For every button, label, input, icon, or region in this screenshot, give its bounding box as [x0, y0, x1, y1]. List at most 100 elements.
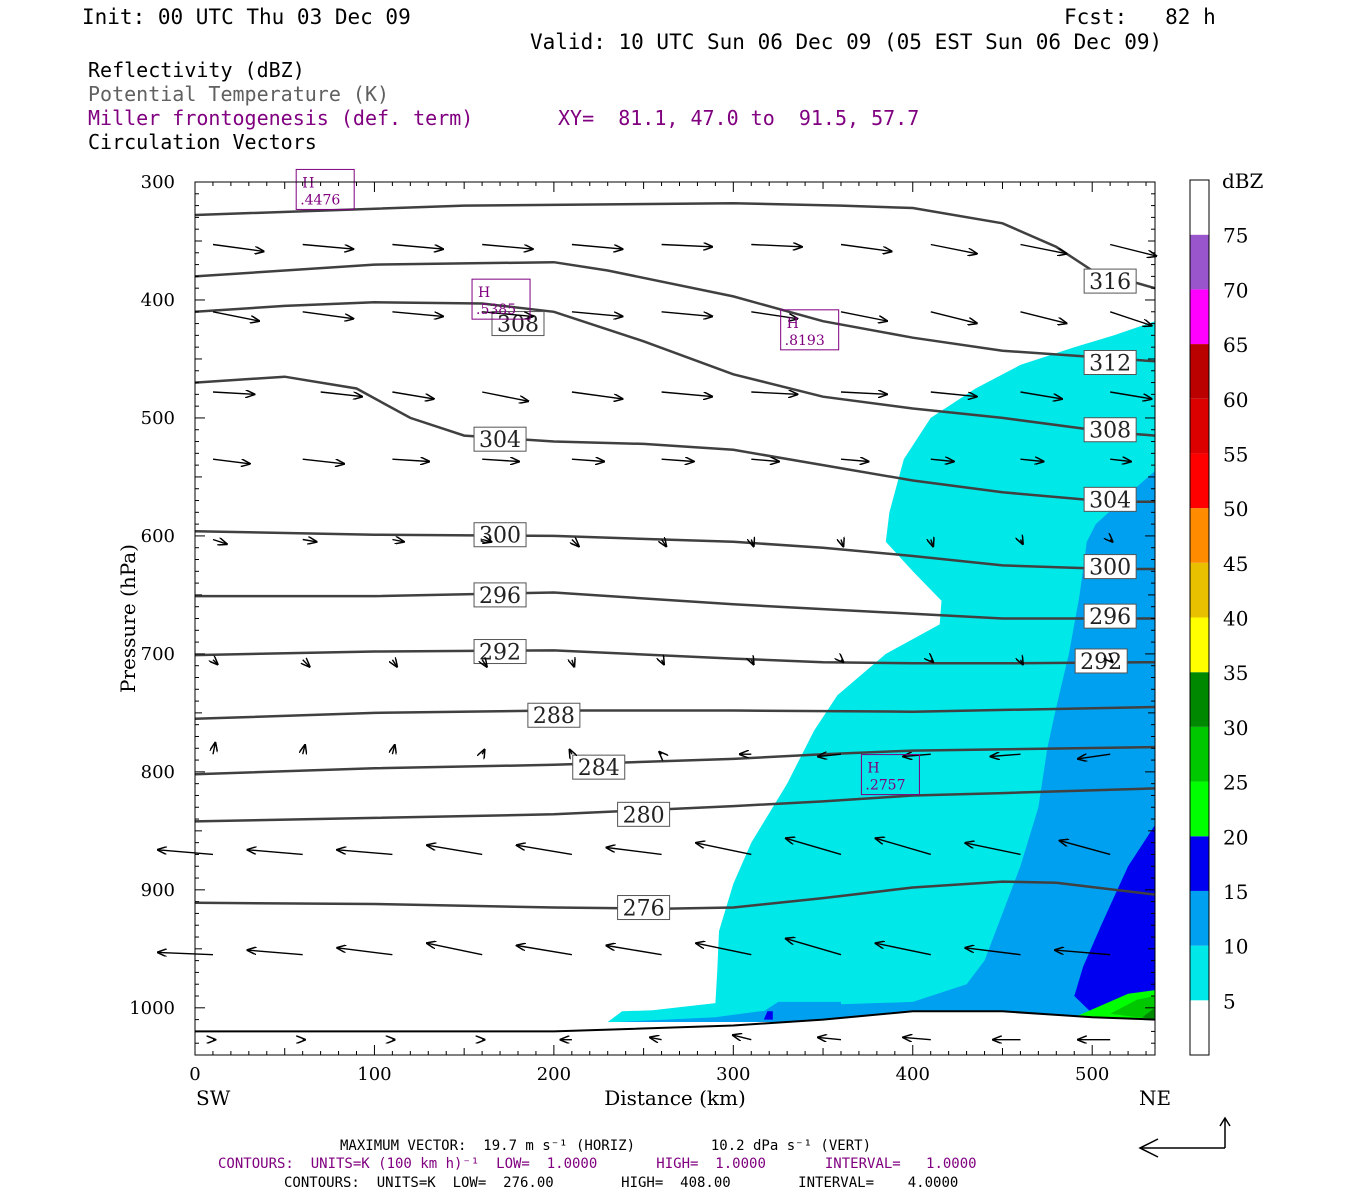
- circulation-vector: [606, 848, 662, 856]
- circulation-vector: [876, 838, 931, 856]
- theta-contour-312: [194, 260, 1156, 363]
- circulation-vector: [517, 946, 573, 956]
- theta-label: 308: [1089, 419, 1131, 444]
- x-tick-label: 200: [537, 1064, 571, 1085]
- theta-contour-288: [194, 705, 1156, 721]
- theta-label: 288: [533, 704, 575, 729]
- colorbar-bin-30: [1190, 672, 1209, 727]
- miller-max-box: [860, 754, 920, 796]
- below-ground-area: [195, 1011, 1155, 1055]
- circulation-vector: [661, 391, 713, 397]
- theta-contour-296: [195, 591, 1155, 620]
- theta-label: 280: [623, 803, 665, 828]
- theta-label: 284: [578, 756, 620, 781]
- theta-label-box: [1083, 349, 1137, 375]
- circulation-vector: [482, 311, 533, 317]
- circulation-vector: [427, 845, 483, 856]
- circulation-vector: [1078, 753, 1111, 759]
- legend-reflectivity: Reflectivity (dBZ): [88, 58, 305, 82]
- miller-max-label: H: [867, 761, 879, 777]
- reference-vertical-arrowhead: [1219, 1116, 1231, 1127]
- theta-label-box: [1083, 268, 1137, 294]
- circulation-vector: [1110, 243, 1156, 257]
- colorbar-bin-10: [1190, 890, 1209, 946]
- reflectivity-15-dbz: [763, 1011, 773, 1020]
- circulation-vector: [1021, 540, 1023, 545]
- reflectivity-30-dbz: [1142, 1007, 1155, 1020]
- circulation-vector: [661, 459, 694, 461]
- circulation-vector: [1060, 841, 1111, 856]
- circulation-vector: [840, 459, 869, 461]
- circulation-vector: [571, 243, 623, 250]
- colorbar-bin-20: [1190, 781, 1209, 837]
- circulation-vector: [1055, 950, 1111, 956]
- y-tick-label: 300: [141, 172, 175, 193]
- circulation-vector: [572, 660, 574, 667]
- reflectivity-10-dbz: [760, 1001, 841, 1022]
- colorbar-tick-label: 25: [1223, 771, 1248, 795]
- circulation-vector: [696, 943, 752, 956]
- circulation-vector: [517, 845, 573, 856]
- circulation-vector: [786, 838, 842, 856]
- colorbar-tick-label: 30: [1223, 716, 1248, 740]
- circulation-vector: [930, 459, 954, 461]
- circulation-vector: [662, 540, 667, 547]
- colorbar-tick-label: 10: [1223, 935, 1248, 959]
- colorbar-bin-70: [1190, 234, 1209, 290]
- circulation-vector: [392, 660, 397, 667]
- x-tick-label: 0: [189, 1064, 200, 1085]
- circulation-vector: [662, 660, 664, 665]
- theta-label: 316: [1089, 270, 1131, 295]
- theta-label-box: [473, 639, 527, 665]
- colorbar-bin-75: [1190, 180, 1209, 235]
- circulation-vector: [696, 843, 752, 856]
- circulation-vector: [965, 948, 1021, 956]
- circulation-vector: [903, 754, 931, 756]
- circulation-vector: [1020, 243, 1067, 254]
- colorbar-tick-label: 45: [1223, 552, 1248, 576]
- y-axis-label: Pressure (hPa): [116, 544, 140, 693]
- circulation-vector: [212, 540, 227, 545]
- theta-label-box: [473, 582, 527, 608]
- colorbar-bin-below-5: [1190, 1000, 1209, 1055]
- circulation-vector: [818, 1037, 842, 1039]
- circulation-vector: [337, 948, 393, 956]
- circulation-vector: [337, 850, 393, 856]
- theta-label-box: [572, 754, 626, 780]
- y-tick-label: 1000: [129, 998, 175, 1019]
- colorbar-bin-65: [1190, 289, 1209, 345]
- y-tick-label: 600: [141, 526, 175, 547]
- circulation-vector: [733, 1035, 752, 1040]
- circulation-vector: [930, 311, 977, 324]
- theta-contour-308: [194, 301, 1156, 437]
- theta-label-box: [1083, 486, 1137, 512]
- circulation-vector: [1109, 311, 1151, 326]
- circulation-vector: [751, 660, 753, 665]
- circulation-vector: [661, 245, 713, 247]
- endpoint-left-label: SW: [196, 1086, 231, 1110]
- forecast-hour: Fcst: 82 h: [1064, 5, 1216, 29]
- colorbar-tick-label: 40: [1223, 607, 1248, 631]
- legend-theta: Potential Temperature (K): [88, 82, 390, 106]
- miller-max-label: H: [478, 285, 490, 301]
- colorbar-title: dBZ: [1222, 169, 1264, 193]
- colorbar-bin-60: [1190, 344, 1209, 399]
- theta-label: 304: [1089, 488, 1131, 513]
- circulation-vector: [659, 752, 661, 754]
- colorbar-bin-55: [1190, 398, 1209, 454]
- legend-circulation: Circulation Vectors: [88, 130, 317, 154]
- colorbar-bin-15: [1190, 836, 1209, 891]
- circulation-vector: [212, 392, 254, 394]
- circulation-vector: [392, 311, 443, 317]
- circulation-vector: [751, 245, 802, 247]
- theta-contour-276: [194, 880, 1156, 910]
- circulation-vector: [303, 660, 310, 667]
- circulation-vector: [392, 745, 394, 754]
- circulation-vector: [427, 943, 483, 956]
- theta-label: 300: [479, 524, 521, 549]
- circulation-vector: [991, 754, 1021, 756]
- colorbar-tick-label: 55: [1223, 442, 1248, 466]
- circulation-vector: [482, 243, 533, 250]
- colorbar-tick-label: 20: [1223, 825, 1248, 849]
